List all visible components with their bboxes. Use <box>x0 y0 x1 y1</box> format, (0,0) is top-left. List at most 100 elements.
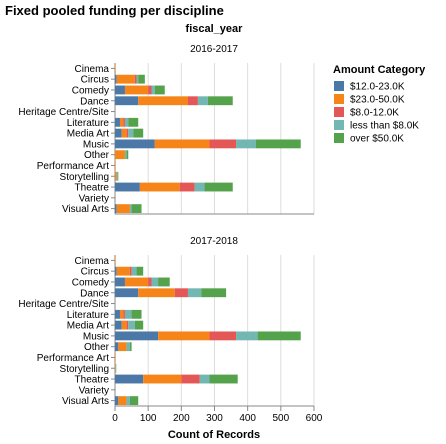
legend: Amount Category $12.0-23.0K $23.0-50.0K $8… <box>333 64 426 145</box>
bar-segment <box>119 117 124 127</box>
bar-segment <box>129 204 132 214</box>
bar-segment <box>115 85 125 95</box>
bar-segment <box>115 320 122 330</box>
bar-segment <box>119 309 124 319</box>
x-tick-label: 600 <box>306 413 323 424</box>
bar-segment <box>124 85 149 95</box>
bar-segment <box>187 288 202 298</box>
bar-segment <box>116 204 130 214</box>
category-label: Visual Arts <box>62 204 109 215</box>
bar-segment <box>115 182 140 192</box>
bar-segment <box>115 266 117 276</box>
category-label: Media Art <box>67 129 109 140</box>
bar-segment <box>129 266 132 276</box>
category-label: Dance <box>80 288 109 299</box>
category-label: Music <box>83 139 109 150</box>
bar-segment <box>115 363 117 373</box>
bar-segment <box>115 150 125 160</box>
bar-segment <box>129 342 132 352</box>
bar-segment <box>128 128 134 138</box>
bar-segment <box>124 117 129 127</box>
legend-label: less than $8.0K <box>350 121 419 132</box>
bar-segment <box>133 128 144 138</box>
bar-segment <box>158 277 170 287</box>
bar-segment <box>126 320 129 330</box>
legend-title: Amount Category <box>333 64 426 76</box>
bar-segment <box>116 266 130 276</box>
bar-segment <box>115 255 116 265</box>
category-label: Heritage Centre/Site <box>18 107 109 118</box>
legend-swatch <box>334 107 344 117</box>
bar-segment <box>197 96 208 106</box>
bar-segment <box>128 117 139 127</box>
category-label: Comedy <box>72 277 109 288</box>
bar-segment <box>115 204 117 214</box>
category-label: Other <box>84 150 110 161</box>
bar-segment <box>126 150 129 160</box>
category-label: Media Art <box>67 321 109 332</box>
bar-segment <box>115 63 116 73</box>
category-label: Circus <box>81 267 109 278</box>
category-label: Literature <box>67 310 110 321</box>
bar-segment <box>257 331 301 341</box>
category-label: Performance Art <box>37 161 109 172</box>
bar-segment <box>121 128 127 138</box>
bar-segment <box>115 128 122 138</box>
bar-segment <box>187 96 198 106</box>
category-label: Variety <box>79 193 109 204</box>
bar-segment <box>123 117 125 127</box>
bar-segment <box>116 74 135 84</box>
panel-label: 2017-2018 <box>190 236 238 247</box>
bar-segment <box>158 331 210 341</box>
bar-segment <box>115 139 155 149</box>
bar-segment <box>115 171 117 181</box>
bar-segment <box>131 204 142 214</box>
bar-segment <box>139 182 180 192</box>
legend-swatch <box>334 133 344 143</box>
category-label: Storytelling <box>60 172 109 183</box>
legend-label: over $50.0K <box>350 134 404 145</box>
category-label: Music <box>83 331 109 342</box>
bar-segment <box>194 182 205 192</box>
bar-segment <box>134 320 144 330</box>
bar-segment <box>209 374 238 384</box>
x-tick-label: 100 <box>140 413 157 424</box>
bar-segment <box>124 277 149 287</box>
bar-segment <box>115 374 144 384</box>
bar-segment <box>174 288 188 298</box>
bar-segment <box>115 342 119 352</box>
panels-group: 2016-2017CinemaCircusComedyDanceHeritage… <box>18 44 322 424</box>
bar-segment <box>115 288 139 298</box>
bar-segment <box>255 139 301 149</box>
category-label: Visual Arts <box>62 396 109 407</box>
category-label: Storytelling <box>60 364 109 375</box>
x-tick-label: 300 <box>206 413 223 424</box>
bar-segment <box>124 150 127 160</box>
legend-label: $23.0-50.0K <box>350 95 405 106</box>
bar-segment <box>118 342 127 352</box>
category-label: Variety <box>79 385 109 396</box>
facet-header: fiscal_year <box>186 23 244 35</box>
bar-segment <box>128 320 135 330</box>
x-tick-label: 0 <box>112 413 118 424</box>
category-label: Circus <box>81 75 109 86</box>
bar-segment <box>209 331 237 341</box>
bar-segment <box>115 161 116 170</box>
bar-segment <box>131 266 137 276</box>
bar-segment <box>148 277 152 287</box>
bar-segment <box>115 96 139 106</box>
bar-segment <box>117 171 119 181</box>
panel-label: 2016-2017 <box>190 44 238 55</box>
legend-swatch <box>334 94 344 104</box>
bar-segment <box>143 374 182 384</box>
legend-swatch <box>334 120 344 130</box>
bar-segment <box>151 85 155 95</box>
bar-segment <box>129 396 139 406</box>
bar-segment <box>115 396 119 406</box>
bar-segment <box>118 396 127 406</box>
bar-segment <box>204 182 233 192</box>
bar-segment <box>115 331 159 341</box>
bar-segment <box>138 288 175 298</box>
bar-segment <box>236 331 258 341</box>
category-label: Other <box>84 342 110 353</box>
